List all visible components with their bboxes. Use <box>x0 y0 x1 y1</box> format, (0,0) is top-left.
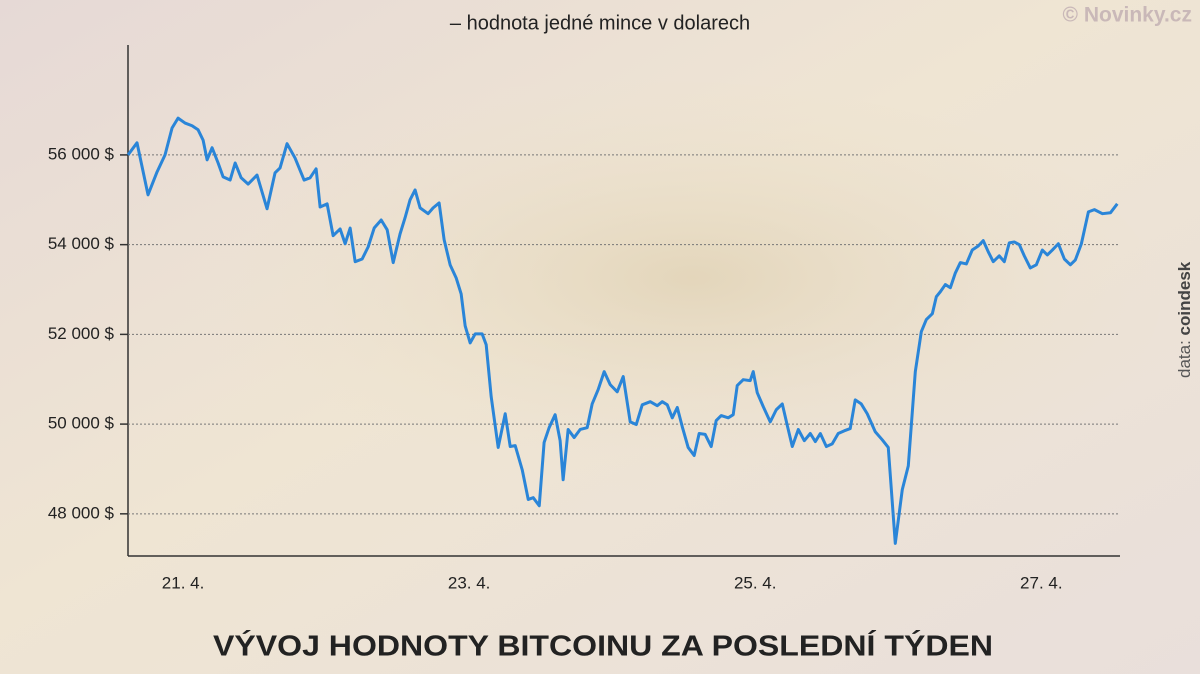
y-tick-label: 56 000 $ <box>48 144 115 163</box>
source: data: coindesk <box>1175 261 1194 378</box>
source-name: coindesk <box>1175 261 1194 335</box>
y-tick-label: 48 000 $ <box>48 503 115 522</box>
source-label: data: <box>1175 340 1194 378</box>
y-tick-label: 52 000 $ <box>48 324 115 343</box>
subtitle: – hodnota jedné mince v dolarech <box>450 12 750 34</box>
x-tick-label: 21. 4. <box>162 573 205 592</box>
chart-title: VÝVOJ HODNOTY BITCOINU ZA POSLEDNÍ TÝDEN <box>213 629 993 663</box>
watermark: © Novinky.cz <box>1063 4 1192 27</box>
price-line <box>126 116 1119 545</box>
background-coin <box>120 80 1160 520</box>
x-tick-label: 25. 4. <box>734 573 777 592</box>
x-tick-label: 27. 4. <box>1020 573 1063 592</box>
x-tick-label: 23. 4. <box>448 573 491 592</box>
y-tick-label: 54 000 $ <box>48 234 115 253</box>
y-tick-label: 50 000 $ <box>48 414 115 433</box>
